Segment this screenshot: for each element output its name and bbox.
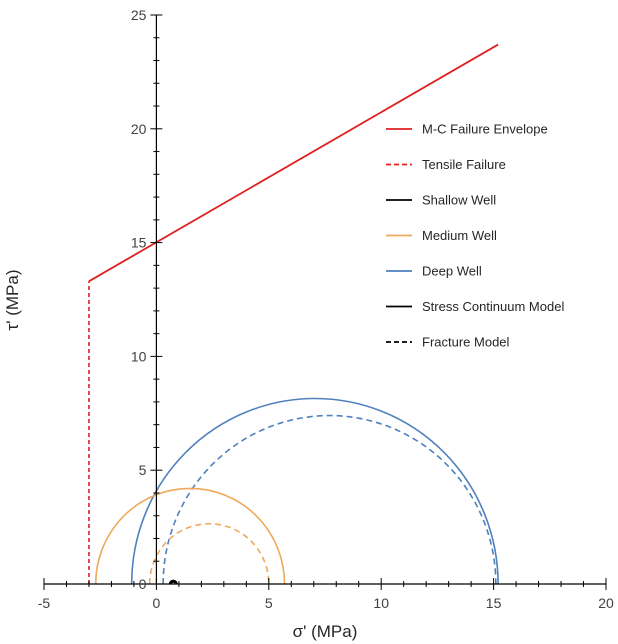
- mohr-circle-3: [94, 487, 286, 585]
- mohr-circle-4: [148, 522, 270, 585]
- legend-label: M-C Failure Envelope: [422, 122, 548, 137]
- x-axis-title: σ' (MPa): [293, 622, 358, 641]
- legend-label: Fracture Model: [422, 335, 510, 350]
- mohr-circle-5: [168, 579, 178, 585]
- axes: -5 0 5 10 15 20 0 5 10 15 20 25: [38, 7, 614, 611]
- y-tick-label: 15: [131, 235, 147, 251]
- legend: M-C Failure Envelope Tensile Failure Shall…: [386, 122, 564, 350]
- x-tick-label: 0: [153, 595, 161, 611]
- x-tick-label: 5: [265, 595, 273, 611]
- y-tick-label: 0: [139, 576, 147, 592]
- y-tick-label: 10: [131, 348, 147, 364]
- legend-label: Medium Well: [422, 228, 497, 243]
- legend-label: Shallow Well: [422, 193, 496, 208]
- x-tick-label: 10: [373, 595, 389, 611]
- y-tick-label: 25: [131, 7, 147, 23]
- legend-label: Tensile Failure: [422, 157, 506, 172]
- legend-label: Deep Well: [422, 264, 482, 279]
- y-tick-label: 20: [131, 121, 147, 137]
- x-tick-label: 15: [486, 595, 502, 611]
- legend-label: Stress Continuum Model: [422, 299, 564, 314]
- plot-curves: [88, 43, 499, 585]
- x-tick-label: -5: [38, 595, 51, 611]
- y-tick-label: 5: [139, 462, 147, 478]
- mohr-circle-2: [162, 414, 497, 585]
- mohr-circle-1: [130, 397, 499, 585]
- mc-failure-envelope-line: [88, 43, 499, 283]
- x-tick-label: 20: [598, 595, 614, 611]
- y-axis-title: τ' (MPa): [3, 270, 22, 331]
